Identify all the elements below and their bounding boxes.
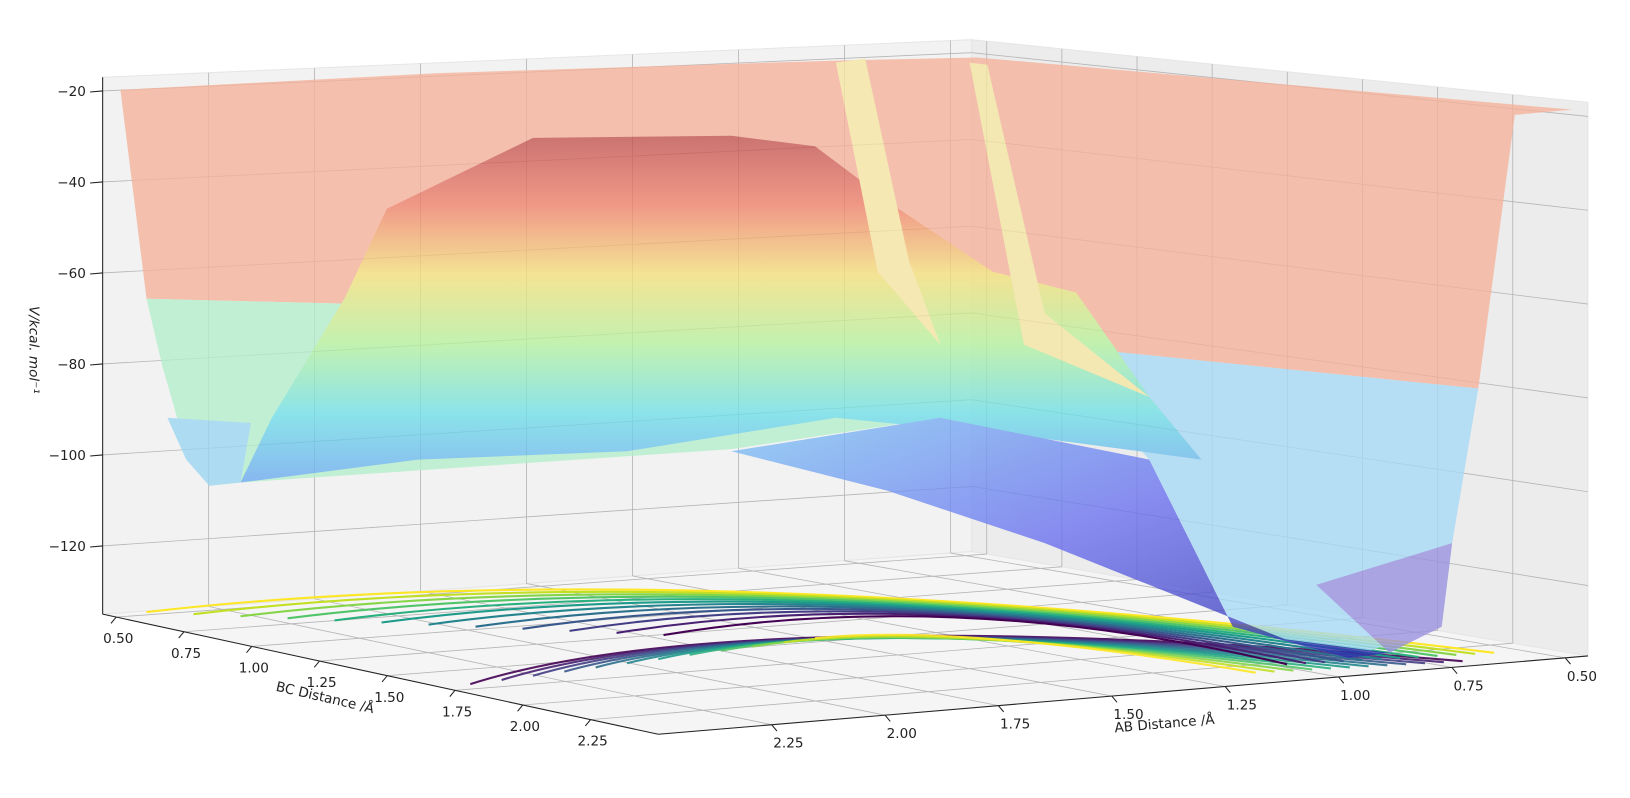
x-tick-label: 2.00 [887,726,917,742]
z-tick [90,181,103,184]
z-tick-label: −20 [57,84,86,100]
x-tick [771,724,778,732]
y-tick-label: 1.00 [239,661,269,677]
contour-line [663,615,1288,666]
y-axis-line [102,613,659,735]
x-tick [884,714,891,722]
surface-band [731,417,1390,659]
x-tick-label: 1.50 [1113,707,1143,723]
y-tick [584,719,591,727]
contour-line [334,598,1419,659]
z-tick-label: −100 [49,448,86,464]
y-tick-label: 0.75 [171,646,201,662]
contour-line [287,595,1438,657]
z-tick [90,545,103,548]
x-tick-label: 1.75 [1000,717,1030,733]
x-tick-label: 0.50 [1567,669,1597,685]
grid-line [522,630,1438,706]
contour-line [616,612,1307,665]
grid-line [102,486,972,547]
y-tick-label: 1.25 [306,675,336,691]
y-tick [313,660,320,668]
z-tick [90,363,103,366]
x-tick-label: 0.75 [1454,678,1484,694]
x-tick [1111,695,1118,703]
y-tick-label: 2.00 [510,719,540,735]
y-tick [449,690,456,697]
x-tick-label: 1.00 [1340,688,1370,704]
z-tick [90,454,103,457]
z-tick-label: −80 [57,357,86,373]
surface-band [835,58,941,345]
contour-line [814,633,1256,674]
contour-line [475,605,1363,662]
x-tick [1224,686,1231,694]
grid-line [208,606,772,726]
x-tick [1564,657,1571,665]
contour-line [522,607,1344,663]
x-tick [998,705,1005,713]
y-tick [246,646,253,653]
y-tick-label: 0.50 [103,631,133,647]
x-tick [1338,676,1345,684]
z-tick-label: −60 [57,266,86,282]
surface [120,57,1573,659]
y-tick-label: 1.50 [374,690,404,706]
contour-line [381,600,1401,660]
surface-band [1316,543,1453,653]
floor-contours [146,588,1495,686]
z-axis-label: V/kcal. mol⁻¹ [26,306,42,394]
surface-band [969,62,1150,397]
grid-line [251,579,1138,647]
surface-band [240,135,1202,483]
y-tick [517,704,524,712]
y-tick [381,675,388,683]
y-tick-label: 1.75 [442,704,472,720]
z-tick-label: −40 [57,175,86,191]
grid-line [319,591,1213,662]
x-tick-label: 1.25 [1227,697,1257,713]
z-tick [90,272,103,275]
y-tick [178,631,185,639]
z-tick-label: −120 [49,539,86,555]
x-axis-line [658,655,1588,735]
surface-band [167,417,251,486]
contour-line [569,610,1325,664]
y-tick-label: 2.25 [578,734,608,750]
y-tick [110,616,117,624]
contour-line [428,602,1382,661]
x-tick [1451,667,1458,675]
z-tick [90,90,103,93]
x-tick-label: 2.25 [773,736,803,752]
